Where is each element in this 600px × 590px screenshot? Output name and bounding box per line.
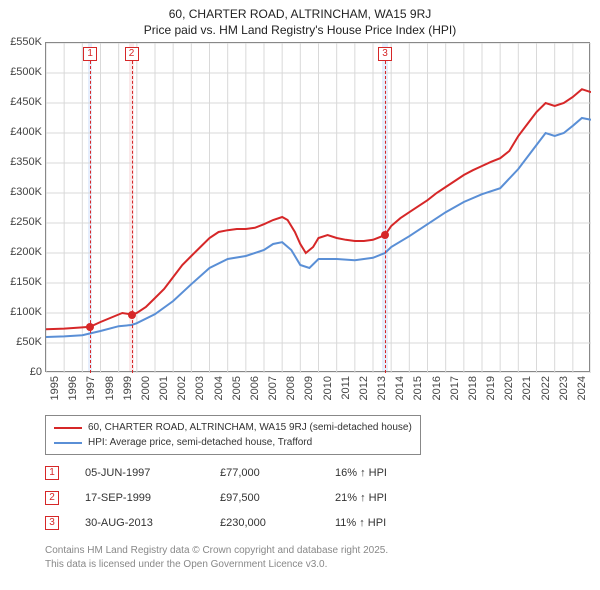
sale-marker-dot [128, 311, 136, 319]
sale-row: 1 05-JUN-1997£77,00016% ↑ HPI [45, 460, 387, 485]
y-axis-tick-label: £300K [10, 186, 42, 198]
legend-label: 60, CHARTER ROAD, ALTRINCHAM, WA15 9RJ (… [88, 420, 412, 435]
sale-number-box: 3 [45, 516, 59, 530]
sale-price: £230,000 [220, 517, 335, 529]
footnote-line2: This data is licensed under the Open Gov… [45, 558, 388, 572]
x-axis-tick-label: 2010 [322, 376, 334, 400]
x-axis-tick-label: 2023 [558, 376, 570, 400]
sale-hpi-delta: 21% ↑ HPI [335, 492, 387, 504]
sale-date: 30-AUG-2013 [85, 517, 220, 529]
sales-table: 1 05-JUN-1997£77,00016% ↑ HPI 2 17-SEP-1999… [45, 460, 387, 535]
x-axis-tick-label: 2008 [285, 376, 297, 400]
x-axis-tick-label: 2022 [540, 376, 552, 400]
x-axis-tick-label: 2012 [358, 376, 370, 400]
x-axis-tick-label: 2002 [176, 376, 188, 400]
series-price_paid [46, 89, 591, 329]
x-axis-tick-label: 1996 [67, 376, 79, 400]
legend-item: HPI: Average price, semi-detached house,… [54, 435, 412, 450]
legend-swatch [54, 427, 82, 429]
x-axis-tick-label: 2015 [412, 376, 424, 400]
sale-marker-line [385, 61, 386, 373]
y-axis-tick-label: £200K [10, 246, 42, 258]
sale-marker-box: 2 [125, 47, 139, 61]
chart-plot-area: 1 2 3 [45, 42, 590, 372]
footnote: Contains HM Land Registry data © Crown c… [45, 544, 388, 571]
title-block: 60, CHARTER ROAD, ALTRINCHAM, WA15 9RJ P… [0, 0, 600, 38]
y-axis-tick-label: £500K [10, 66, 42, 78]
x-axis-tick-label: 1998 [104, 376, 116, 400]
x-axis-tick-label: 2007 [267, 376, 279, 400]
x-axis-tick-label: 2005 [231, 376, 243, 400]
sale-date: 17-SEP-1999 [85, 492, 220, 504]
sale-number-box: 2 [45, 491, 59, 505]
sale-row: 2 17-SEP-1999£97,50021% ↑ HPI [45, 485, 387, 510]
legend-swatch [54, 442, 82, 444]
sale-hpi-delta: 16% ↑ HPI [335, 467, 387, 479]
sale-row: 3 30-AUG-2013£230,00011% ↑ HPI [45, 510, 387, 535]
x-axis-tick-label: 2014 [394, 376, 406, 400]
x-axis-tick-label: 2016 [431, 376, 443, 400]
y-axis-tick-label: £0 [30, 366, 42, 378]
y-axis-tick-label: £150K [10, 276, 42, 288]
y-axis-tick-label: £450K [10, 96, 42, 108]
sale-marker-box: 3 [378, 47, 392, 61]
legend-label: HPI: Average price, semi-detached house,… [88, 435, 312, 450]
chart-lines [46, 43, 591, 373]
y-axis-tick-label: £350K [10, 156, 42, 168]
footnote-line1: Contains HM Land Registry data © Crown c… [45, 544, 388, 558]
x-axis-tick-label: 2020 [503, 376, 515, 400]
y-axis-tick-label: £50K [16, 336, 42, 348]
sale-number-box: 1 [45, 466, 59, 480]
sale-marker-line [132, 61, 133, 373]
x-axis-tick-label: 2017 [449, 376, 461, 400]
sale-marker-dot [86, 323, 94, 331]
x-axis-tick-label: 2018 [467, 376, 479, 400]
title-line1: 60, CHARTER ROAD, ALTRINCHAM, WA15 9RJ [0, 6, 600, 22]
x-axis-tick-label: 2019 [485, 376, 497, 400]
sale-hpi-delta: 11% ↑ HPI [335, 517, 386, 529]
x-axis-tick-label: 2001 [158, 376, 170, 400]
x-axis-tick-label: 2024 [576, 376, 588, 400]
sale-marker-dot [381, 231, 389, 239]
sale-price: £97,500 [220, 492, 335, 504]
y-axis-tick-label: £400K [10, 126, 42, 138]
x-axis-tick-label: 1997 [85, 376, 97, 400]
x-axis-tick-label: 2011 [340, 376, 352, 400]
x-axis-tick-label: 1995 [49, 376, 61, 400]
sale-marker-box: 1 [83, 47, 97, 61]
sale-price: £77,000 [220, 467, 335, 479]
x-axis-tick-label: 2013 [376, 376, 388, 400]
x-axis-tick-label: 2006 [249, 376, 261, 400]
x-axis-tick-label: 2021 [521, 376, 533, 400]
chart-container: 60, CHARTER ROAD, ALTRINCHAM, WA15 9RJ P… [0, 0, 600, 590]
y-axis-tick-label: £250K [10, 216, 42, 228]
legend: 60, CHARTER ROAD, ALTRINCHAM, WA15 9RJ (… [45, 415, 421, 455]
x-axis-tick-label: 2000 [140, 376, 152, 400]
sale-date: 05-JUN-1997 [85, 467, 220, 479]
y-axis-tick-label: £100K [10, 306, 42, 318]
legend-item: 60, CHARTER ROAD, ALTRINCHAM, WA15 9RJ (… [54, 420, 412, 435]
y-axis-tick-label: £550K [10, 36, 42, 48]
title-line2: Price paid vs. HM Land Registry's House … [0, 22, 600, 38]
x-axis-tick-label: 2003 [194, 376, 206, 400]
x-axis-tick-label: 2009 [303, 376, 315, 400]
x-axis-tick-label: 2004 [213, 376, 225, 400]
x-axis-tick-label: 1999 [122, 376, 134, 400]
